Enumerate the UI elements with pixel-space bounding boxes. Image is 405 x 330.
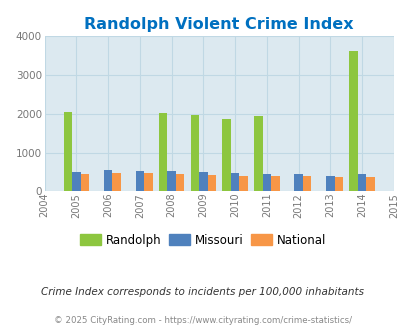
Bar: [167, 171, 175, 191]
Bar: [144, 173, 152, 191]
Bar: [207, 175, 216, 191]
Bar: [198, 172, 207, 191]
Bar: [190, 115, 198, 191]
Bar: [222, 119, 230, 191]
Bar: [158, 113, 167, 191]
Bar: [365, 177, 374, 191]
Bar: [325, 176, 334, 191]
Text: Crime Index corresponds to incidents per 100,000 inhabitants: Crime Index corresponds to incidents per…: [41, 287, 364, 297]
Bar: [64, 112, 72, 191]
Bar: [357, 174, 365, 191]
Text: © 2025 CityRating.com - https://www.cityrating.com/crime-statistics/: © 2025 CityRating.com - https://www.city…: [54, 315, 351, 325]
Bar: [348, 51, 357, 191]
Bar: [254, 116, 262, 191]
Bar: [135, 171, 144, 191]
Bar: [72, 172, 81, 191]
Bar: [175, 174, 184, 191]
Bar: [112, 173, 121, 191]
Bar: [294, 174, 302, 191]
Bar: [302, 176, 311, 191]
Bar: [334, 177, 342, 191]
Bar: [262, 174, 271, 191]
Bar: [239, 176, 247, 191]
Bar: [81, 174, 89, 191]
Bar: [104, 170, 112, 191]
Bar: [230, 173, 239, 191]
Legend: Randolph, Missouri, National: Randolph, Missouri, National: [75, 229, 330, 251]
Bar: [271, 176, 279, 191]
Title: Randolph Violent Crime Index: Randolph Violent Crime Index: [84, 17, 353, 32]
